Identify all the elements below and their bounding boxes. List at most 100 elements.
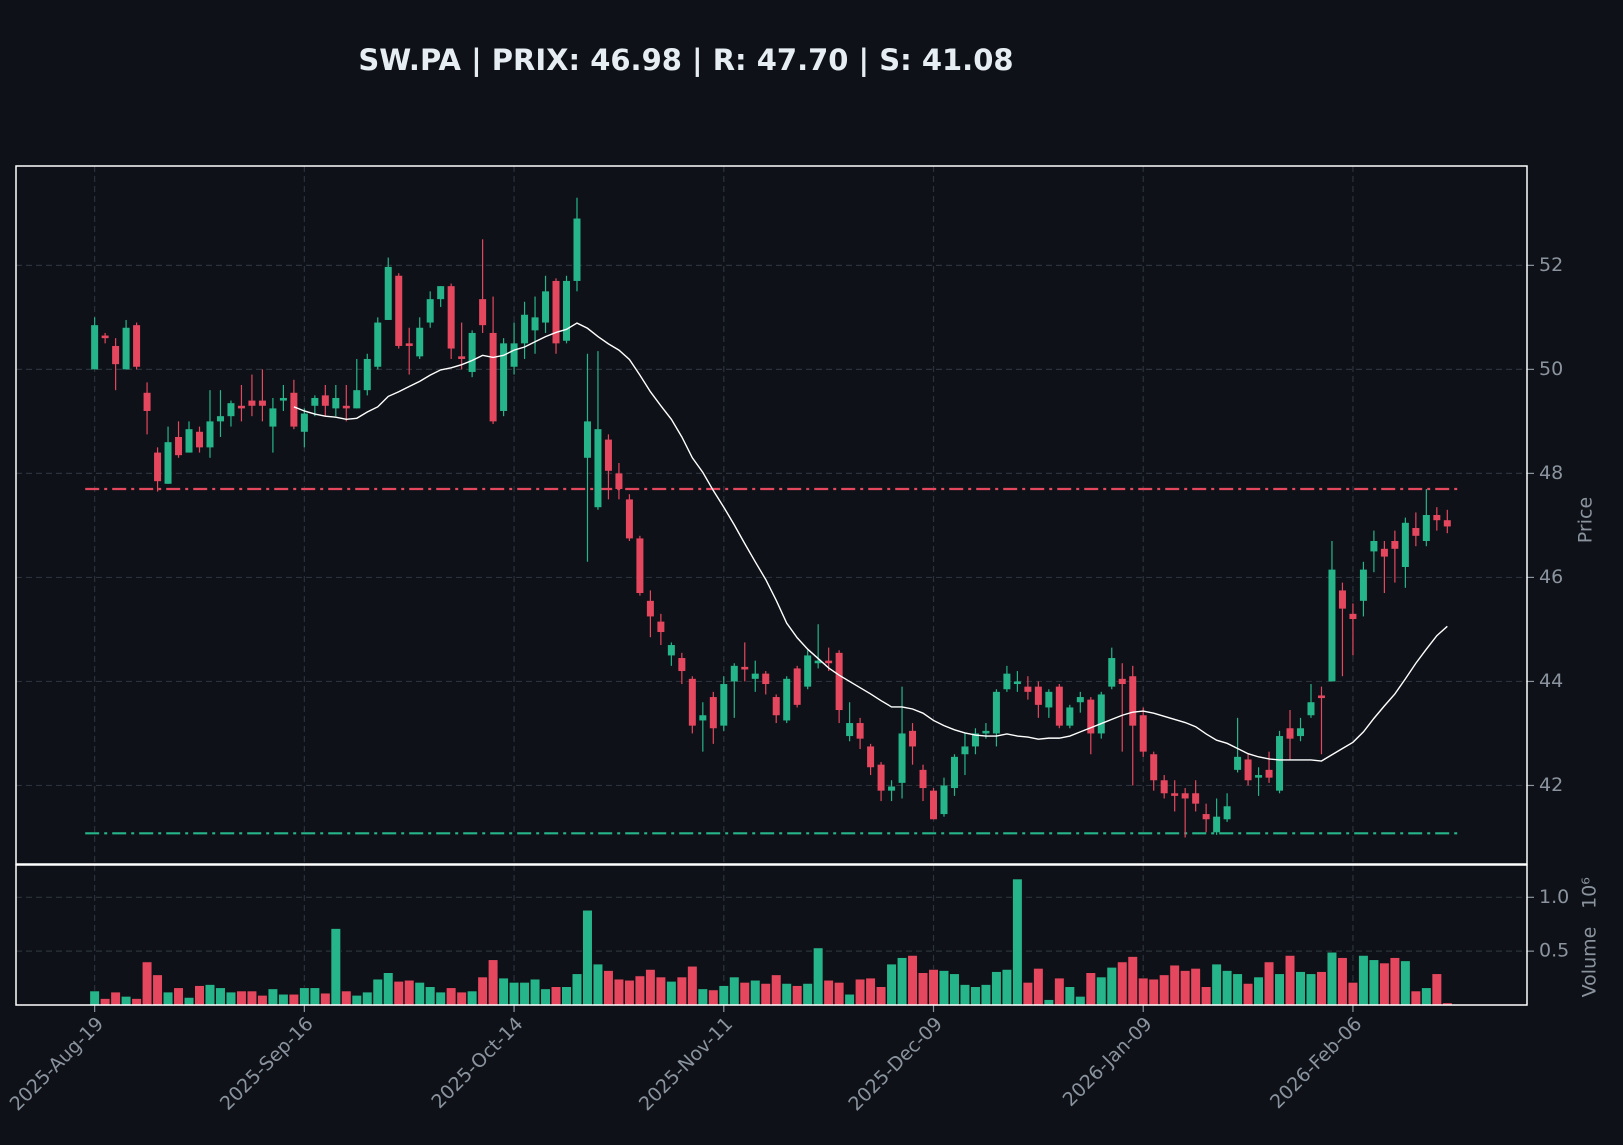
candle-body bbox=[720, 684, 728, 726]
candle-body bbox=[1118, 678, 1126, 685]
candle-body bbox=[636, 538, 644, 594]
candle-body bbox=[91, 325, 99, 370]
candle-body bbox=[1139, 715, 1147, 752]
volume-bar bbox=[1117, 961, 1128, 1006]
candle-body bbox=[416, 327, 424, 357]
candle-body bbox=[1380, 548, 1388, 557]
volume-bar bbox=[550, 986, 562, 1006]
y-tick-label: 0.5 bbox=[1539, 940, 1569, 962]
volume-bar bbox=[121, 996, 132, 1006]
y-tick-label: 46 bbox=[1539, 566, 1563, 588]
candle-body bbox=[1192, 793, 1200, 804]
candle-body bbox=[1024, 686, 1032, 692]
volume-bar bbox=[865, 977, 876, 1006]
candle-body bbox=[311, 397, 319, 406]
candle-body bbox=[625, 499, 633, 539]
volume-bar bbox=[519, 982, 530, 1006]
volume-bar bbox=[561, 986, 572, 1006]
candle-body bbox=[258, 400, 266, 406]
volume-bar bbox=[1326, 951, 1338, 1006]
volume-bar bbox=[1400, 960, 1411, 1006]
volume-bar bbox=[267, 988, 279, 1006]
candle-body bbox=[1328, 569, 1336, 682]
candle-body bbox=[709, 697, 717, 729]
volume-bar bbox=[540, 988, 551, 1006]
candle-body bbox=[583, 421, 591, 458]
candle-body bbox=[604, 439, 612, 471]
volume-bar bbox=[1001, 969, 1013, 1006]
volume-bar bbox=[907, 955, 918, 1006]
candle-body bbox=[657, 621, 665, 633]
y-tick-label: 1.0 bbox=[1539, 886, 1569, 908]
volume-bar bbox=[1284, 955, 1296, 1006]
volume-bar bbox=[1274, 973, 1285, 1006]
volume-bar bbox=[970, 986, 981, 1006]
candle-body bbox=[1160, 780, 1168, 794]
candle-body bbox=[856, 723, 864, 739]
candle-body bbox=[982, 730, 990, 734]
candle-body bbox=[185, 429, 193, 453]
candle-body bbox=[122, 327, 130, 370]
volume-bar bbox=[1347, 982, 1359, 1006]
volume-bar bbox=[739, 982, 750, 1006]
candle-body bbox=[1097, 694, 1105, 734]
volume-bar bbox=[687, 965, 698, 1006]
candle-body bbox=[227, 403, 235, 417]
volume-bar bbox=[110, 991, 121, 1006]
y-tick-label: 52 bbox=[1539, 254, 1563, 276]
volume-bar bbox=[718, 985, 729, 1006]
candle-body bbox=[1055, 686, 1063, 726]
candle-body bbox=[479, 299, 487, 326]
volume-bar bbox=[886, 963, 897, 1006]
candle-body bbox=[730, 665, 738, 682]
volume-bar bbox=[676, 976, 687, 1006]
candle-body bbox=[395, 275, 403, 346]
candle-body bbox=[1276, 736, 1284, 791]
volume-bar bbox=[446, 987, 457, 1006]
candle-body bbox=[678, 658, 686, 672]
candle-body bbox=[1181, 793, 1189, 799]
volume-bar bbox=[89, 990, 100, 1006]
candle-body bbox=[175, 436, 183, 456]
candle-body bbox=[1297, 728, 1305, 737]
candle-body bbox=[594, 429, 602, 508]
candle-body bbox=[405, 343, 413, 346]
volume-bar bbox=[1316, 971, 1327, 1006]
volume-bar bbox=[320, 992, 331, 1006]
candle-body bbox=[1265, 769, 1273, 778]
volume-bar bbox=[844, 993, 855, 1006]
candle-body bbox=[1129, 676, 1137, 726]
volume-bar bbox=[1222, 970, 1233, 1006]
candle-body bbox=[563, 280, 571, 341]
candle-body bbox=[1108, 658, 1116, 687]
volume-bar bbox=[655, 976, 666, 1006]
candle-body bbox=[248, 400, 256, 406]
candle-body bbox=[667, 645, 675, 656]
y-tick-label: 44 bbox=[1539, 670, 1563, 692]
candle-body bbox=[447, 286, 455, 349]
volume-bar bbox=[1138, 977, 1149, 1006]
candle-body bbox=[353, 390, 361, 409]
volume-bar bbox=[141, 961, 153, 1006]
volume-bar bbox=[1054, 977, 1065, 1006]
volume-bar bbox=[980, 984, 992, 1006]
candle-body bbox=[1370, 541, 1378, 552]
volume-bar bbox=[855, 978, 866, 1006]
candle-body bbox=[1150, 754, 1158, 781]
volume-bar bbox=[1295, 971, 1306, 1006]
volume-bar bbox=[236, 990, 247, 1006]
volume-bar bbox=[645, 969, 656, 1006]
volume-bar bbox=[792, 985, 803, 1006]
candle-body bbox=[342, 405, 350, 409]
candle-body bbox=[825, 660, 833, 664]
candle-body bbox=[1255, 775, 1263, 778]
volume-bar bbox=[529, 978, 541, 1006]
volume-bar bbox=[1379, 962, 1390, 1006]
volume-bar bbox=[582, 909, 593, 1006]
volume-bar bbox=[666, 981, 677, 1006]
candle-body bbox=[1433, 515, 1441, 521]
volume-bar bbox=[1180, 970, 1191, 1006]
candle-body bbox=[1244, 759, 1252, 781]
candle-body bbox=[269, 408, 277, 427]
